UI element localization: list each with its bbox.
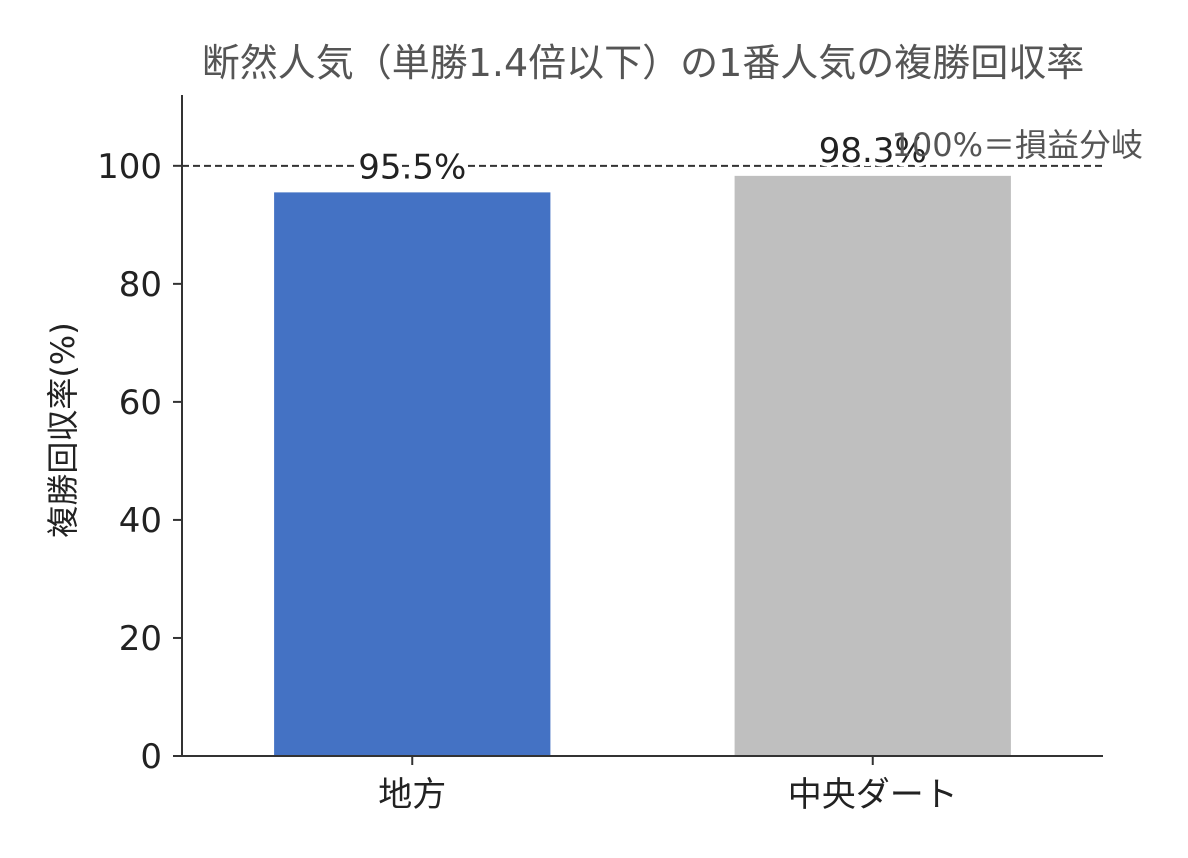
chart-title: 断然人気（単勝1.4倍以下）の1番人気の複勝回収率	[202, 41, 1085, 85]
x-tick-label-1: 中央ダート	[788, 775, 958, 815]
data-label-1: 98.3%	[819, 131, 927, 171]
y-axis-label: 複勝回収率(%)	[44, 322, 82, 537]
x-tick-label-0: 地方	[378, 775, 446, 815]
y-tick-label-80: 80	[119, 265, 162, 305]
y-tick-label-0: 0	[140, 737, 162, 777]
bar-0	[274, 192, 551, 757]
bar-1	[734, 175, 1011, 756]
plot-area: 95.5% 98.3%100%＝損益分岐 0 20 40 60 80 100 地方 中央ダート	[97, 95, 1143, 815]
y-tick-label-100: 100	[97, 147, 162, 187]
y-tick-label-40: 40	[119, 501, 162, 541]
data-label-0: 95.5%	[358, 147, 466, 187]
y-tick-label-20: 20	[119, 619, 162, 659]
y-tick-label-60: 60	[119, 383, 162, 423]
reference-line-label: 100%＝損益分岐	[892, 126, 1144, 164]
